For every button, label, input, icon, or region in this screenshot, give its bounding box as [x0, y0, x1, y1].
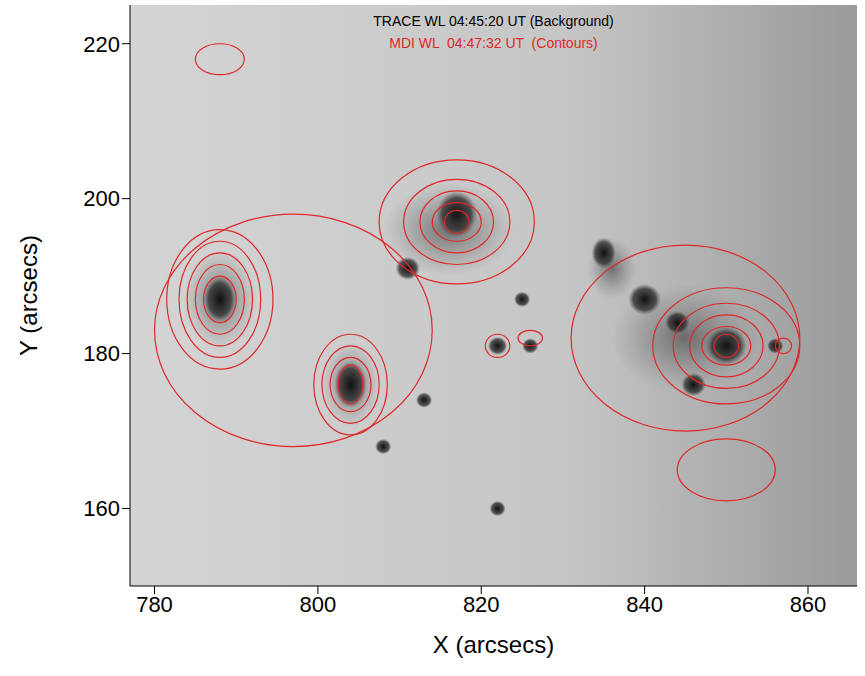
html-text:TRACE WL 04:45:20 UT (Backgrou: TRACE WL 04:45:20 UT (Background): [373, 13, 614, 29]
svg-text:200: 200: [83, 186, 120, 211]
svg-text:Y (arcsecs): Y (arcsecs): [15, 235, 42, 356]
svg-text:800: 800: [300, 592, 337, 617]
svg-text:820: 820: [463, 592, 500, 617]
svg-text:860: 860: [790, 592, 827, 617]
svg-text:180: 180: [83, 341, 120, 366]
svg-text:160: 160: [83, 496, 120, 521]
html-text:MDI WL 04:47:32 UT (Contours): MDI WL 04:47:32 UT (Contours): [389, 35, 598, 51]
svg-text:X (arcsecs): X (arcsecs): [433, 631, 554, 658]
svg-text:780: 780: [136, 592, 173, 617]
svg-text:840: 840: [626, 592, 663, 617]
svg-text:220: 220: [83, 32, 120, 57]
